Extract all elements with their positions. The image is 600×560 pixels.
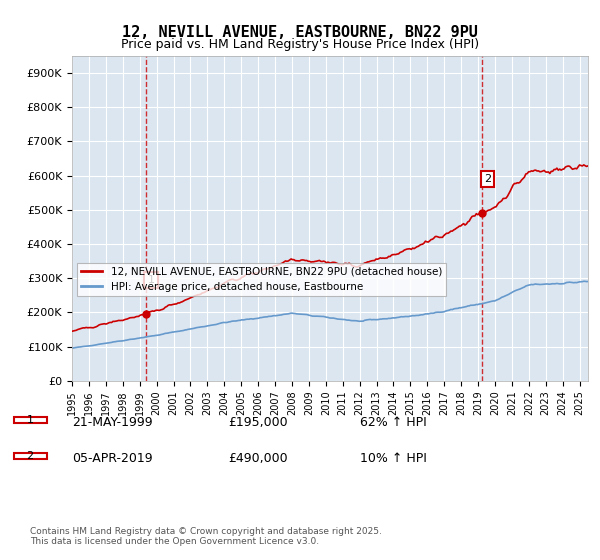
Legend: 12, NEVILL AVENUE, EASTBOURNE, BN22 9PU (detached house), HPI: Average price, de: 12, NEVILL AVENUE, EASTBOURNE, BN22 9PU … <box>77 263 446 296</box>
Text: 62% ↑ HPI: 62% ↑ HPI <box>360 416 427 429</box>
Text: 2: 2 <box>484 174 491 184</box>
Text: 1: 1 <box>148 275 155 285</box>
Text: £195,000: £195,000 <box>228 416 287 429</box>
FancyBboxPatch shape <box>14 453 47 459</box>
Text: 12, NEVILL AVENUE, EASTBOURNE, BN22 9PU: 12, NEVILL AVENUE, EASTBOURNE, BN22 9PU <box>122 25 478 40</box>
Text: 10% ↑ HPI: 10% ↑ HPI <box>360 452 427 465</box>
Text: 05-APR-2019: 05-APR-2019 <box>72 452 152 465</box>
Text: Contains HM Land Registry data © Crown copyright and database right 2025.
This d: Contains HM Land Registry data © Crown c… <box>30 526 382 546</box>
Text: 2: 2 <box>26 451 34 461</box>
Text: £490,000: £490,000 <box>228 452 287 465</box>
FancyBboxPatch shape <box>14 417 47 423</box>
Text: 1: 1 <box>26 415 34 425</box>
Text: 21-MAY-1999: 21-MAY-1999 <box>72 416 152 429</box>
Text: Price paid vs. HM Land Registry's House Price Index (HPI): Price paid vs. HM Land Registry's House … <box>121 38 479 50</box>
